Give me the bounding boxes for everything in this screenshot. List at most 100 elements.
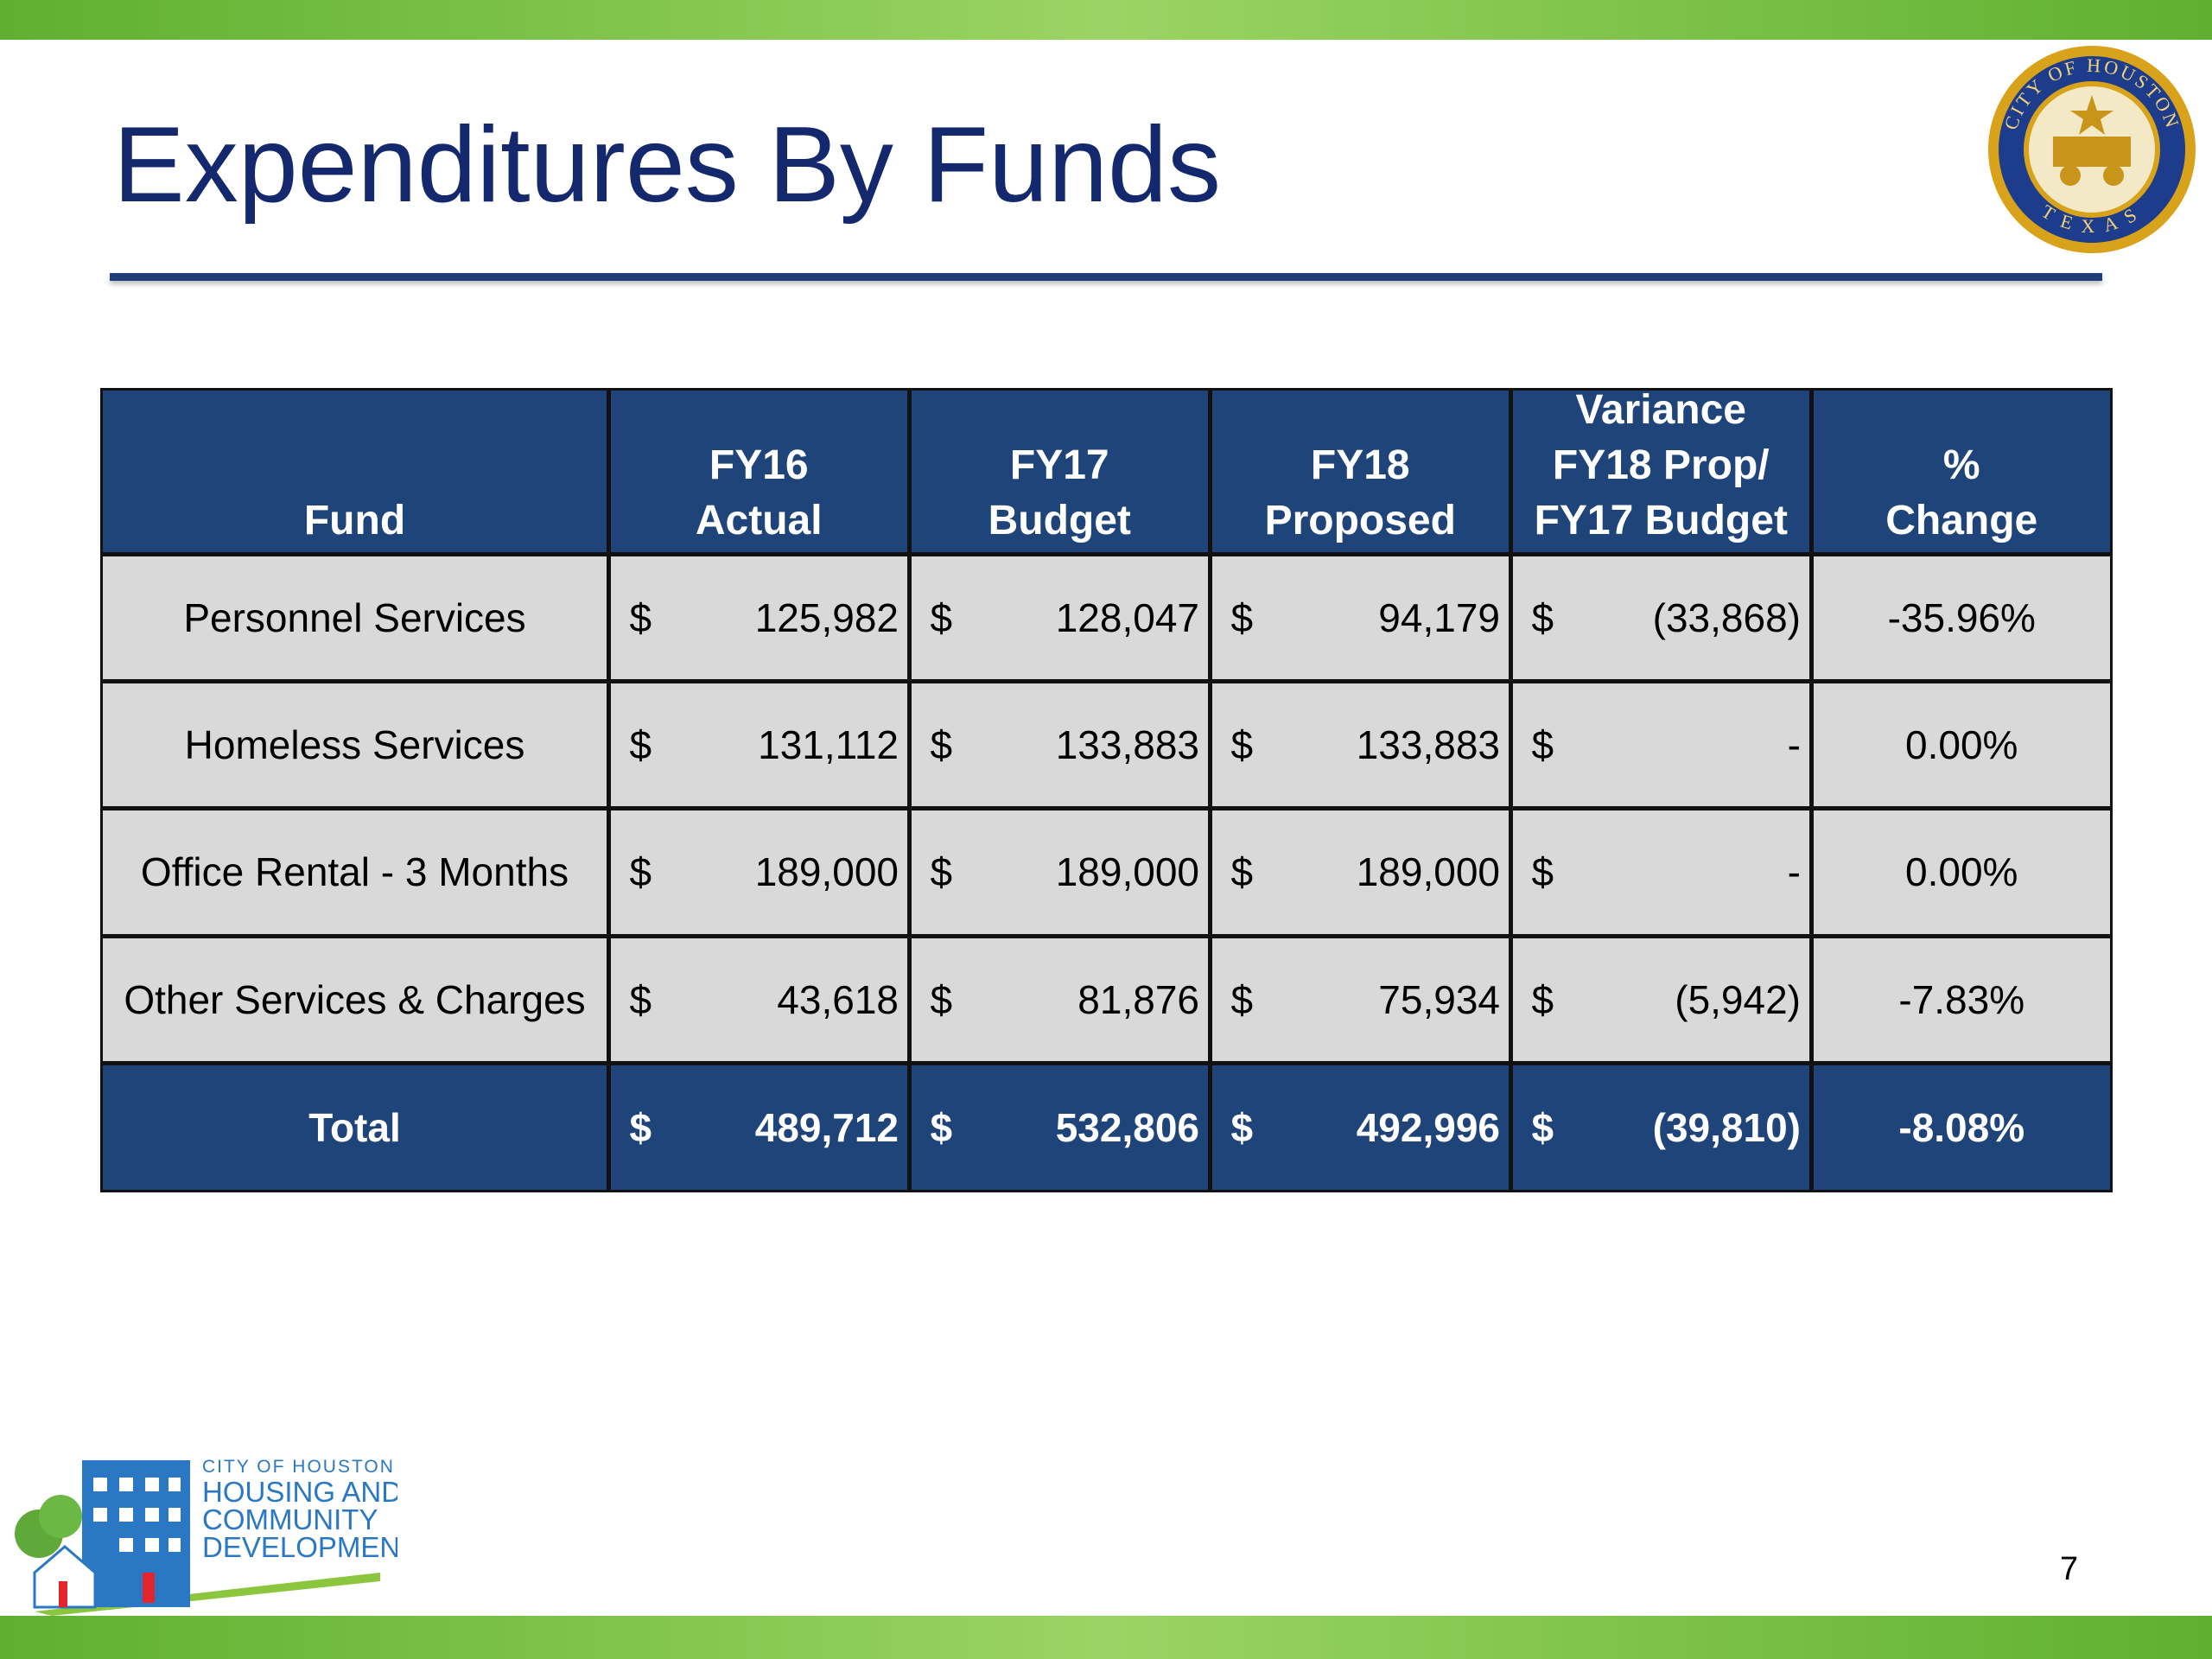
header-line: FY17 Budget [1534,498,1788,543]
amount: 133,883 [1356,721,1500,767]
header-line: % [1942,442,1980,488]
logo-line: COMMUNITY [202,1503,378,1535]
header-cell: FY17 Budget [908,388,1211,555]
currency: $ [1230,1104,1254,1150]
header-line: Budget [988,498,1131,543]
header-line: Variance [1575,387,1746,433]
currency: $ [1230,849,1254,895]
currency: $ [1230,976,1254,1022]
amount: 189,000 [1055,849,1199,895]
logo-tree [39,1495,82,1538]
currency: $ [629,594,652,640]
amount: 189,000 [1356,849,1500,895]
currency: $ [930,594,953,640]
amount-cell: $492,996 [1209,1062,1511,1192]
amount-cell: $189,000 [607,807,910,937]
amount: (5,942) [1675,976,1801,1022]
seal-wheel [2060,165,2081,186]
amount-cell: $532,806 [908,1062,1211,1192]
amount: 492,996 [1356,1104,1500,1150]
title-rule [110,273,2102,281]
amount-cell: $489,712 [607,1062,910,1192]
currency: $ [1230,721,1254,767]
currency: $ [1531,721,1554,767]
expenditure-table: Fund FY16 Actual FY17 Budget FY18 Proposed Vari… [100,387,2113,1192]
currency: $ [930,721,953,767]
top-bar [0,0,2212,40]
amount-cell: $189,000 [908,807,1211,937]
amount-cell: $ (5,942) [1510,935,1812,1064]
currency: $ [629,976,652,1022]
currency: $ [930,976,953,1022]
currency: $ [930,849,953,895]
header-cell: % Change [1810,388,2113,555]
amount: 75,934 [1378,976,1500,1022]
header-line: Change [1885,498,2038,543]
amount: 94,179 [1378,594,1500,640]
percent-cell: -8.08% [1810,1062,2113,1192]
amount: 128,047 [1055,594,1199,640]
amount: (39,810) [1652,1104,1801,1150]
currency: $ [1531,1104,1554,1150]
amount-cell: $81,876 [908,935,1211,1064]
amount-cell: $ - [1510,807,1812,937]
header-line: Proposed [1264,498,1456,543]
percent-cell: -35.96% [1810,553,2113,682]
logo-windows [93,1478,181,1552]
amount-cell: $ - [1510,680,1812,809]
header-cell: Fund [100,388,609,555]
header-line: FY17 [1009,442,1109,488]
header-line: FY16 [709,442,809,488]
header-cell: FY16 Actual [607,388,910,555]
header-line: Fund [303,498,406,543]
amount: - [1787,849,1801,895]
fund-cell: Homeless Services [100,680,609,809]
amount-cell: $125,982 [607,553,910,682]
bottom-bar [0,1616,2212,1659]
page-number: 7 [2060,1551,2079,1587]
amount-cell: $94,179 [1209,553,1511,682]
amount: 43,618 [777,976,899,1022]
amount-cell: $43,618 [607,935,910,1064]
amount: 489,712 [754,1104,899,1150]
percent-cell: 0.00% [1810,807,2113,937]
city-seal: CITY OF HOUSTON TEXAS [1988,46,2196,253]
seal-train [2053,137,2131,167]
amount: 81,876 [1077,976,1199,1022]
currency: $ [629,1104,652,1150]
amount-cell: $128,047 [908,553,1211,682]
amount-cell: $ (39,810) [1510,1062,1812,1192]
currency: $ [1531,849,1554,895]
header-cell: Variance FY18 Prop/FY17 Budget [1510,387,1812,555]
logo-house [33,1545,97,1609]
header-line: FY18 Prop/ [1552,442,1770,488]
header-line: Actual [695,498,823,543]
amount: 131,112 [758,721,899,767]
fund-cell: Other Services & Charges [100,935,609,1064]
currency: $ [629,721,652,767]
amount: 125,982 [754,594,899,640]
amount-cell: $133,883 [1209,680,1511,809]
percent-cell: -7.83% [1810,935,2113,1064]
logo-city: CITY OF HOUSTON [202,1457,395,1477]
logo-door [143,1573,155,1603]
fund-cell: Personnel Services [100,553,609,682]
hcd-logo: CITY OF HOUSTON HOUSING AND COMMUNITY DE… [15,1457,397,1616]
amount-cell: $133,883 [908,680,1211,809]
currency: $ [1230,594,1254,640]
logo-line: DEVELOPMENT [202,1531,397,1563]
amount-cell: $189,000 [1209,807,1511,937]
amount: 133,883 [1055,721,1199,767]
seal-wheel [2103,165,2124,186]
amount-cell: $ (33,868) [1510,553,1812,682]
currency: $ [629,849,652,895]
title: Expenditures By Funds [113,105,1222,225]
logo-door [59,1581,67,1607]
currency: $ [1531,594,1554,640]
amount-cell: $131,112 [607,680,910,809]
amount: 189,000 [754,849,899,895]
seal-star [2070,95,2113,135]
header-cell: FY18 Proposed [1209,388,1511,555]
amount: (33,868) [1652,594,1801,640]
fund-cell: Office Rental - 3 Months [100,807,609,937]
